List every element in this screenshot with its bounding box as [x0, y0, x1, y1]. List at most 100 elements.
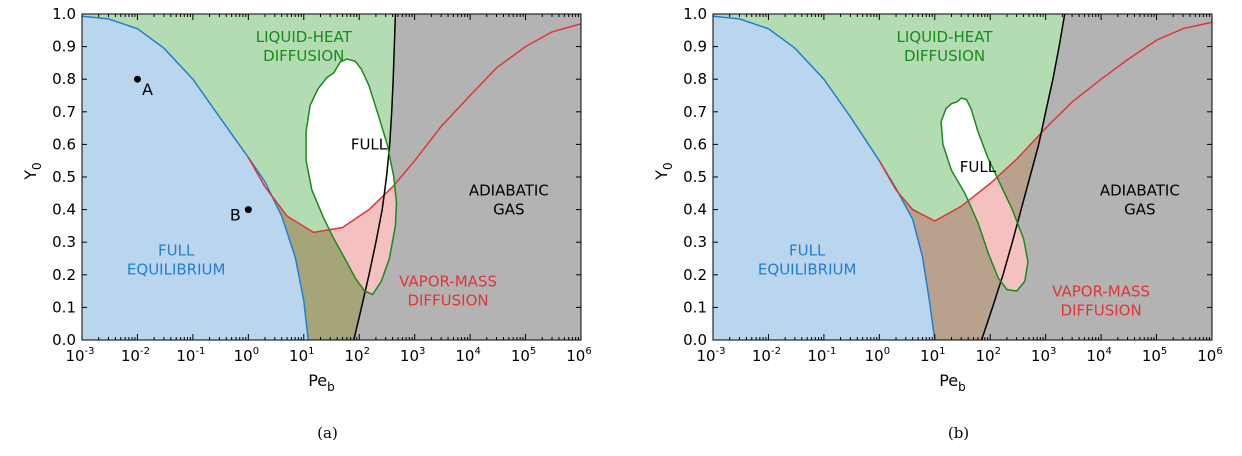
series-line-blue: [82, 15, 309, 340]
x-tick-label: 10-3: [65, 346, 94, 365]
region-label: FULL: [351, 135, 388, 153]
region-label: LIQUID-HEAT: [256, 28, 353, 46]
region-fills: [713, 14, 1212, 340]
chart-panel-a: 0.00.10.20.30.40.50.60.70.80.91.010-3 10-…: [21, 5, 592, 442]
x-tick-exponent: 1: [939, 346, 945, 357]
chart-panel-b: 0.00.10.20.30.40.50.60.70.80.91.010-3 10-…: [652, 5, 1223, 442]
y-tick-label: 0.9: [683, 38, 707, 56]
series-line-blue: [713, 15, 936, 340]
x-tick-exponent: 3: [1050, 346, 1056, 357]
x-axis-label: Peb: [308, 371, 335, 394]
x-tick-exponent: -1: [195, 346, 205, 357]
x-tick-label: 106: [1197, 346, 1222, 365]
x-tick-label: 106: [566, 346, 591, 365]
y-tick-label: 0.1: [683, 298, 707, 316]
y-axis-label: Y0: [652, 162, 675, 180]
y-tick-label: 0.0: [683, 331, 707, 349]
region-label: ADIABATIC: [469, 181, 549, 199]
x-tick-label: 10-1: [176, 346, 205, 365]
y-tick-label: 0.8: [52, 70, 76, 88]
x-tick-label: 105: [1142, 346, 1167, 365]
x-tick-label: 100: [234, 346, 259, 365]
y-tick-label: 0.7: [683, 103, 707, 121]
x-tick-label: 101: [289, 346, 314, 365]
data-point: [133, 75, 141, 83]
y-tick-label: 1.0: [683, 5, 707, 23]
region-label: DIFFUSION: [407, 292, 488, 310]
x-tick-label: 103: [400, 346, 425, 365]
y-tick-label: 1.0: [52, 5, 76, 23]
x-tick-label: 105: [511, 346, 536, 365]
x-tick-label: 10-2: [752, 346, 781, 365]
x-tick-exponent: 6: [1216, 346, 1222, 357]
y-tick-label: 0.9: [52, 38, 76, 56]
region-label: VAPOR-MASS: [399, 273, 497, 291]
region-label: DIFFUSION: [263, 47, 344, 65]
series-loop-green: [305, 58, 398, 296]
y-tick-label: 0.4: [683, 201, 707, 219]
x-tick-exponent: 0: [253, 346, 259, 357]
region-label: ADIABATIC: [1100, 181, 1180, 199]
x-tick-exponent: 0: [884, 346, 890, 357]
x-tick-exponent: 1: [308, 346, 314, 357]
x-tick-exponent: -3: [85, 346, 95, 357]
y-tick-label: 0.3: [683, 233, 707, 251]
x-tick-label: 102: [975, 346, 1000, 365]
fill-full-equilibrium: [82, 16, 309, 340]
panel-caption: (b): [948, 424, 969, 442]
data-point-label: A: [142, 80, 153, 99]
x-tick-exponent: -2: [771, 346, 781, 357]
x-tick-label: 102: [344, 346, 369, 365]
series-line-red: [247, 23, 581, 234]
y-tick-label: 0.2: [683, 266, 707, 284]
panel-caption: (a): [317, 424, 338, 442]
x-tick-label: 101: [920, 346, 945, 365]
y-tick-label: 0.0: [52, 331, 76, 349]
y-tick-label: 0.2: [52, 266, 76, 284]
x-tick-label: 10-2: [121, 346, 150, 365]
series-line-black: [980, 14, 1066, 340]
y-tick-label: 0.3: [52, 233, 76, 251]
region-label: GAS: [1124, 200, 1155, 218]
x-tick-exponent: -3: [716, 346, 726, 357]
data-point: [244, 206, 252, 214]
region-label: FULL: [960, 158, 997, 176]
x-tick-label: 10-1: [807, 346, 836, 365]
region-label: LIQUID-HEAT: [897, 28, 994, 46]
y-axis-label: Y0: [21, 162, 44, 180]
x-tick-exponent: -1: [826, 346, 836, 357]
x-tick-exponent: -2: [140, 346, 150, 357]
x-tick-exponent: 2: [364, 346, 370, 357]
region-label: DIFFUSION: [904, 47, 985, 65]
y-tick-label: 0.5: [52, 168, 76, 186]
x-tick-label: 104: [455, 346, 480, 365]
region-label: DIFFUSION: [1061, 301, 1142, 319]
y-tick-label: 0.4: [52, 201, 76, 219]
x-tick-exponent: 4: [474, 346, 480, 357]
x-axis-label: Peb: [939, 371, 966, 394]
x-tick-exponent: 3: [419, 346, 425, 357]
x-tick-exponent: 5: [1161, 346, 1167, 357]
region-label: FULL: [158, 242, 195, 260]
y-tick-label: 0.1: [52, 298, 76, 316]
region-label: FULL: [789, 242, 826, 260]
series-line-red: [878, 21, 1212, 222]
region-label: EQUILIBRIUM: [758, 261, 857, 279]
series-loop-green: [940, 97, 1029, 292]
region-fills: [82, 14, 581, 340]
x-tick-exponent: 5: [530, 346, 536, 357]
region-label: VAPOR-MASS: [1052, 282, 1150, 300]
x-tick-label: 100: [865, 346, 890, 365]
region-label: EQUILIBRIUM: [127, 261, 226, 279]
x-tick-exponent: 2: [995, 346, 1001, 357]
x-tick-exponent: 4: [1105, 346, 1111, 357]
y-tick-label: 0.8: [683, 70, 707, 88]
y-tick-label: 0.6: [683, 135, 707, 153]
x-tick-label: 104: [1086, 346, 1111, 365]
fill-full-equilibrium: [713, 16, 935, 340]
series-line-black: [353, 14, 397, 340]
x-tick-label: 10-3: [696, 346, 725, 365]
region-label: GAS: [493, 200, 524, 218]
y-tick-label: 0.5: [683, 168, 707, 186]
